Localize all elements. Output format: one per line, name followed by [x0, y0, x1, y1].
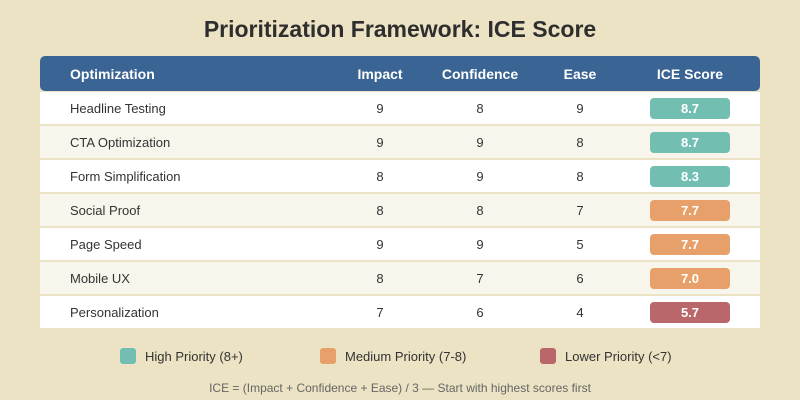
- legend-item: High Priority (8+): [120, 348, 243, 364]
- column-header-confidence: Confidence: [441, 65, 519, 82]
- impact-value: 9: [376, 100, 384, 116]
- ease-value: 5: [576, 236, 584, 252]
- table-row: Page Speed 9 9 5 7.7: [40, 228, 760, 260]
- legend-swatch: [120, 348, 136, 364]
- ice-score-badge: 7.7: [650, 200, 730, 221]
- ice-score-badge: 7.7: [650, 234, 730, 255]
- table-header: Optimization Impact Confidence Ease ICE …: [40, 56, 760, 91]
- ice-score-badge: 8.3: [650, 166, 730, 187]
- impact-value: 8: [376, 270, 384, 286]
- optimization-name: CTA Optimization: [70, 134, 171, 150]
- legend-label: Lower Priority (<7): [565, 348, 672, 364]
- table-row: CTA Optimization 9 9 8 8.7: [40, 126, 760, 158]
- confidence-value: 8: [476, 100, 484, 116]
- ease-value: 7: [576, 202, 584, 218]
- impact-value: 9: [376, 134, 384, 150]
- ice-score-badge: 5.7: [650, 302, 730, 323]
- ease-value: 8: [576, 168, 584, 184]
- table-row: Form Simplification 8 9 8 8.3: [40, 160, 760, 192]
- optimization-name: Headline Testing: [70, 100, 166, 116]
- legend-label: Medium Priority (7-8): [345, 348, 467, 364]
- impact-value: 8: [376, 202, 384, 218]
- column-header-impact: Impact: [357, 65, 403, 82]
- legend-label: High Priority (8+): [145, 348, 243, 364]
- table-row: Social Proof 8 8 7 7.7: [40, 194, 760, 226]
- table-row: Mobile UX 8 7 6 7.0: [40, 262, 760, 294]
- column-header-ice-score: ICE Score: [656, 65, 724, 82]
- impact-value: 7: [376, 304, 384, 320]
- ice-score-badge: 8.7: [650, 132, 730, 153]
- confidence-value: 9: [476, 236, 484, 252]
- ice-score-badge: 7.0: [650, 268, 730, 289]
- footnote: ICE = (Impact + Confidence + Ease) / 3 —…: [209, 381, 591, 395]
- legend-item: Lower Priority (<7): [540, 348, 672, 364]
- page-title: Prioritization Framework: ICE Score: [203, 16, 597, 42]
- ease-value: 6: [576, 270, 584, 286]
- table-row: Headline Testing 9 8 9 8.7: [40, 92, 760, 124]
- ease-value: 8: [576, 134, 584, 150]
- legend-swatch: [540, 348, 556, 364]
- optimization-name: Form Simplification: [70, 168, 181, 184]
- ice-score-badge: 8.7: [650, 98, 730, 119]
- confidence-value: 9: [476, 168, 484, 184]
- impact-value: 9: [376, 236, 384, 252]
- ease-value: 4: [576, 304, 584, 320]
- legend-item: Medium Priority (7-8): [320, 348, 466, 364]
- confidence-value: 6: [476, 304, 484, 320]
- optimization-name: Mobile UX: [70, 270, 130, 286]
- confidence-value: 7: [476, 270, 484, 286]
- confidence-value: 9: [476, 134, 484, 150]
- ease-value: 9: [576, 100, 584, 116]
- column-header-ease: Ease: [563, 65, 597, 82]
- table-row: Personalization 7 6 4 5.7: [40, 296, 760, 328]
- column-header-optimization: Optimization: [70, 65, 155, 82]
- optimization-name: Social Proof: [70, 202, 141, 218]
- impact-value: 8: [376, 168, 384, 184]
- confidence-value: 8: [476, 202, 484, 218]
- legend-swatch: [320, 348, 336, 364]
- optimization-name: Page Speed: [70, 236, 142, 252]
- optimization-name: Personalization: [70, 304, 159, 320]
